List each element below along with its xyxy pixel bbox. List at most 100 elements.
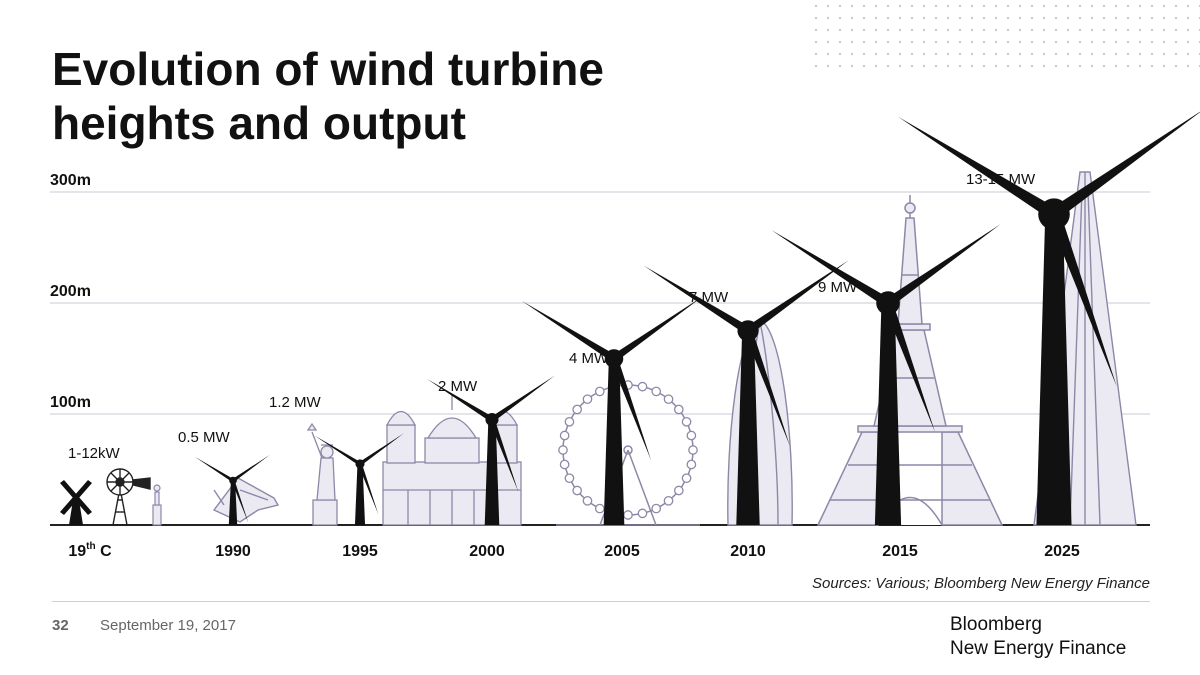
output-label-2025: 13-15 MW: [966, 171, 1036, 188]
category-label-2005: 2005: [604, 543, 640, 560]
windmill-icon: [60, 480, 92, 525]
turbine-blade: [745, 260, 849, 335]
turbine-2025: [898, 111, 1200, 525]
turbine-tower: [354, 463, 366, 525]
turbine-tower: [1036, 214, 1072, 525]
category-label-2015: 2015: [882, 543, 918, 560]
turbine-blade: [314, 435, 361, 466]
output-label-1990: 0.5 MW: [178, 429, 231, 446]
brand-logo: Bloomberg New Energy Finance: [950, 613, 1126, 661]
footer-divider: [52, 601, 1150, 602]
y-tick-label-100: 100m: [50, 394, 91, 411]
category-label-1995: 1995: [342, 543, 378, 560]
eye-pod: [651, 386, 662, 397]
turbine-2000: [426, 375, 555, 525]
turbine-blade: [426, 378, 494, 422]
turbine-blade: [885, 224, 1001, 307]
page-number: 32: [52, 617, 69, 634]
turbine-tower: [736, 330, 760, 525]
title-line-1: Evolution of wind turbine: [52, 43, 604, 95]
eye-pod: [564, 416, 575, 427]
turbine-blade: [898, 116, 1058, 220]
page-title: Evolution of wind turbine heights and ou…: [52, 42, 604, 150]
eye-pod: [663, 394, 674, 405]
farm-windpump-icon: [106, 468, 151, 526]
eye-pod: [582, 394, 593, 405]
eye-pod: [673, 485, 684, 496]
brand-line-2: New Energy Finance: [950, 638, 1127, 659]
turbine-2005: [521, 296, 703, 525]
turbine-tower: [484, 419, 500, 525]
eye-pod: [688, 445, 698, 455]
eye-pod: [637, 381, 648, 392]
category-label-2010: 2010: [730, 543, 766, 560]
turbine-layer: [194, 111, 1200, 525]
eye-pod: [663, 495, 674, 506]
footer-date: September 19, 2017: [100, 617, 236, 634]
turbine-blade: [490, 375, 555, 422]
eye-pod: [673, 404, 684, 415]
turbine-tower: [228, 480, 238, 525]
turbine-hub: [604, 349, 624, 368]
dot-pattern-decoration: [810, 0, 1200, 72]
turbine-blade: [883, 301, 936, 433]
label-layer: 1-12kW 0.5 MW 1.2 MW 2 MW 4 MW 7 MW 9 MW 13-15 …: [68, 171, 1080, 560]
eye-pod: [637, 508, 648, 519]
output-label-19th C: 1-12kW: [68, 445, 121, 462]
output-label-2005: 4 MW: [569, 350, 609, 367]
turbine-blade: [521, 300, 617, 362]
turbine-2015: [771, 224, 1001, 525]
turbine-hub: [229, 476, 237, 485]
brand-line-1: Bloomberg: [950, 614, 1042, 635]
eye-pod: [623, 510, 633, 520]
turbine-blade: [232, 454, 270, 482]
turbine-hub: [355, 459, 365, 469]
eye-pod: [686, 459, 697, 470]
turbine-hub: [485, 413, 499, 427]
eye-pod: [681, 473, 692, 484]
output-label-1995: 1.2 MW: [269, 394, 322, 411]
eye-pod: [594, 386, 605, 397]
turbine-blade: [771, 230, 891, 308]
turbine-blade: [610, 357, 652, 461]
turbine-2010: [643, 260, 849, 525]
eye-pod: [559, 430, 570, 441]
turbine-blade: [358, 433, 405, 466]
turbine-blade: [489, 418, 519, 492]
eye-pod: [572, 485, 583, 496]
turbine-blade: [611, 296, 703, 362]
output-label-2015: 9 MW: [818, 279, 858, 296]
turbine-1995: [314, 433, 405, 525]
category-label-19th C: 19th C: [68, 541, 112, 560]
eye-pod: [594, 503, 605, 514]
eye-pod: [559, 459, 570, 470]
statue-of-liberty-icon: [306, 422, 338, 526]
eye-pod: [572, 404, 583, 415]
turbine-1990: [194, 454, 270, 525]
turbine-tower: [874, 303, 902, 525]
small-figure-icon: [152, 484, 162, 526]
turbine-hub: [876, 291, 900, 315]
eye-pod: [651, 503, 662, 514]
turbine-tower: [603, 358, 625, 525]
eye-pod: [582, 495, 593, 506]
turbine-hub: [737, 320, 759, 342]
turbine-blade: [1050, 111, 1200, 220]
output-label-2010: 7 MW: [689, 289, 729, 306]
sources-note: Sources: Various; Bloomberg New Energy F…: [812, 575, 1150, 592]
eye-pod: [564, 473, 575, 484]
title-line-2: heights and output: [52, 97, 466, 149]
category-label-2000: 2000: [469, 543, 505, 560]
turbine-blade: [194, 456, 234, 482]
eye-pod: [681, 416, 692, 427]
output-label-2000: 2 MW: [438, 378, 478, 395]
y-tick-label-300: 300m: [50, 172, 91, 189]
turbine-blade: [1047, 212, 1117, 387]
eye-pod: [686, 430, 697, 441]
category-label-1990: 1990: [215, 543, 251, 560]
turbine-blade: [358, 463, 379, 515]
turbine-blade: [743, 329, 791, 447]
eye-pod: [558, 445, 568, 455]
y-tick-label-200: 200m: [50, 283, 91, 300]
